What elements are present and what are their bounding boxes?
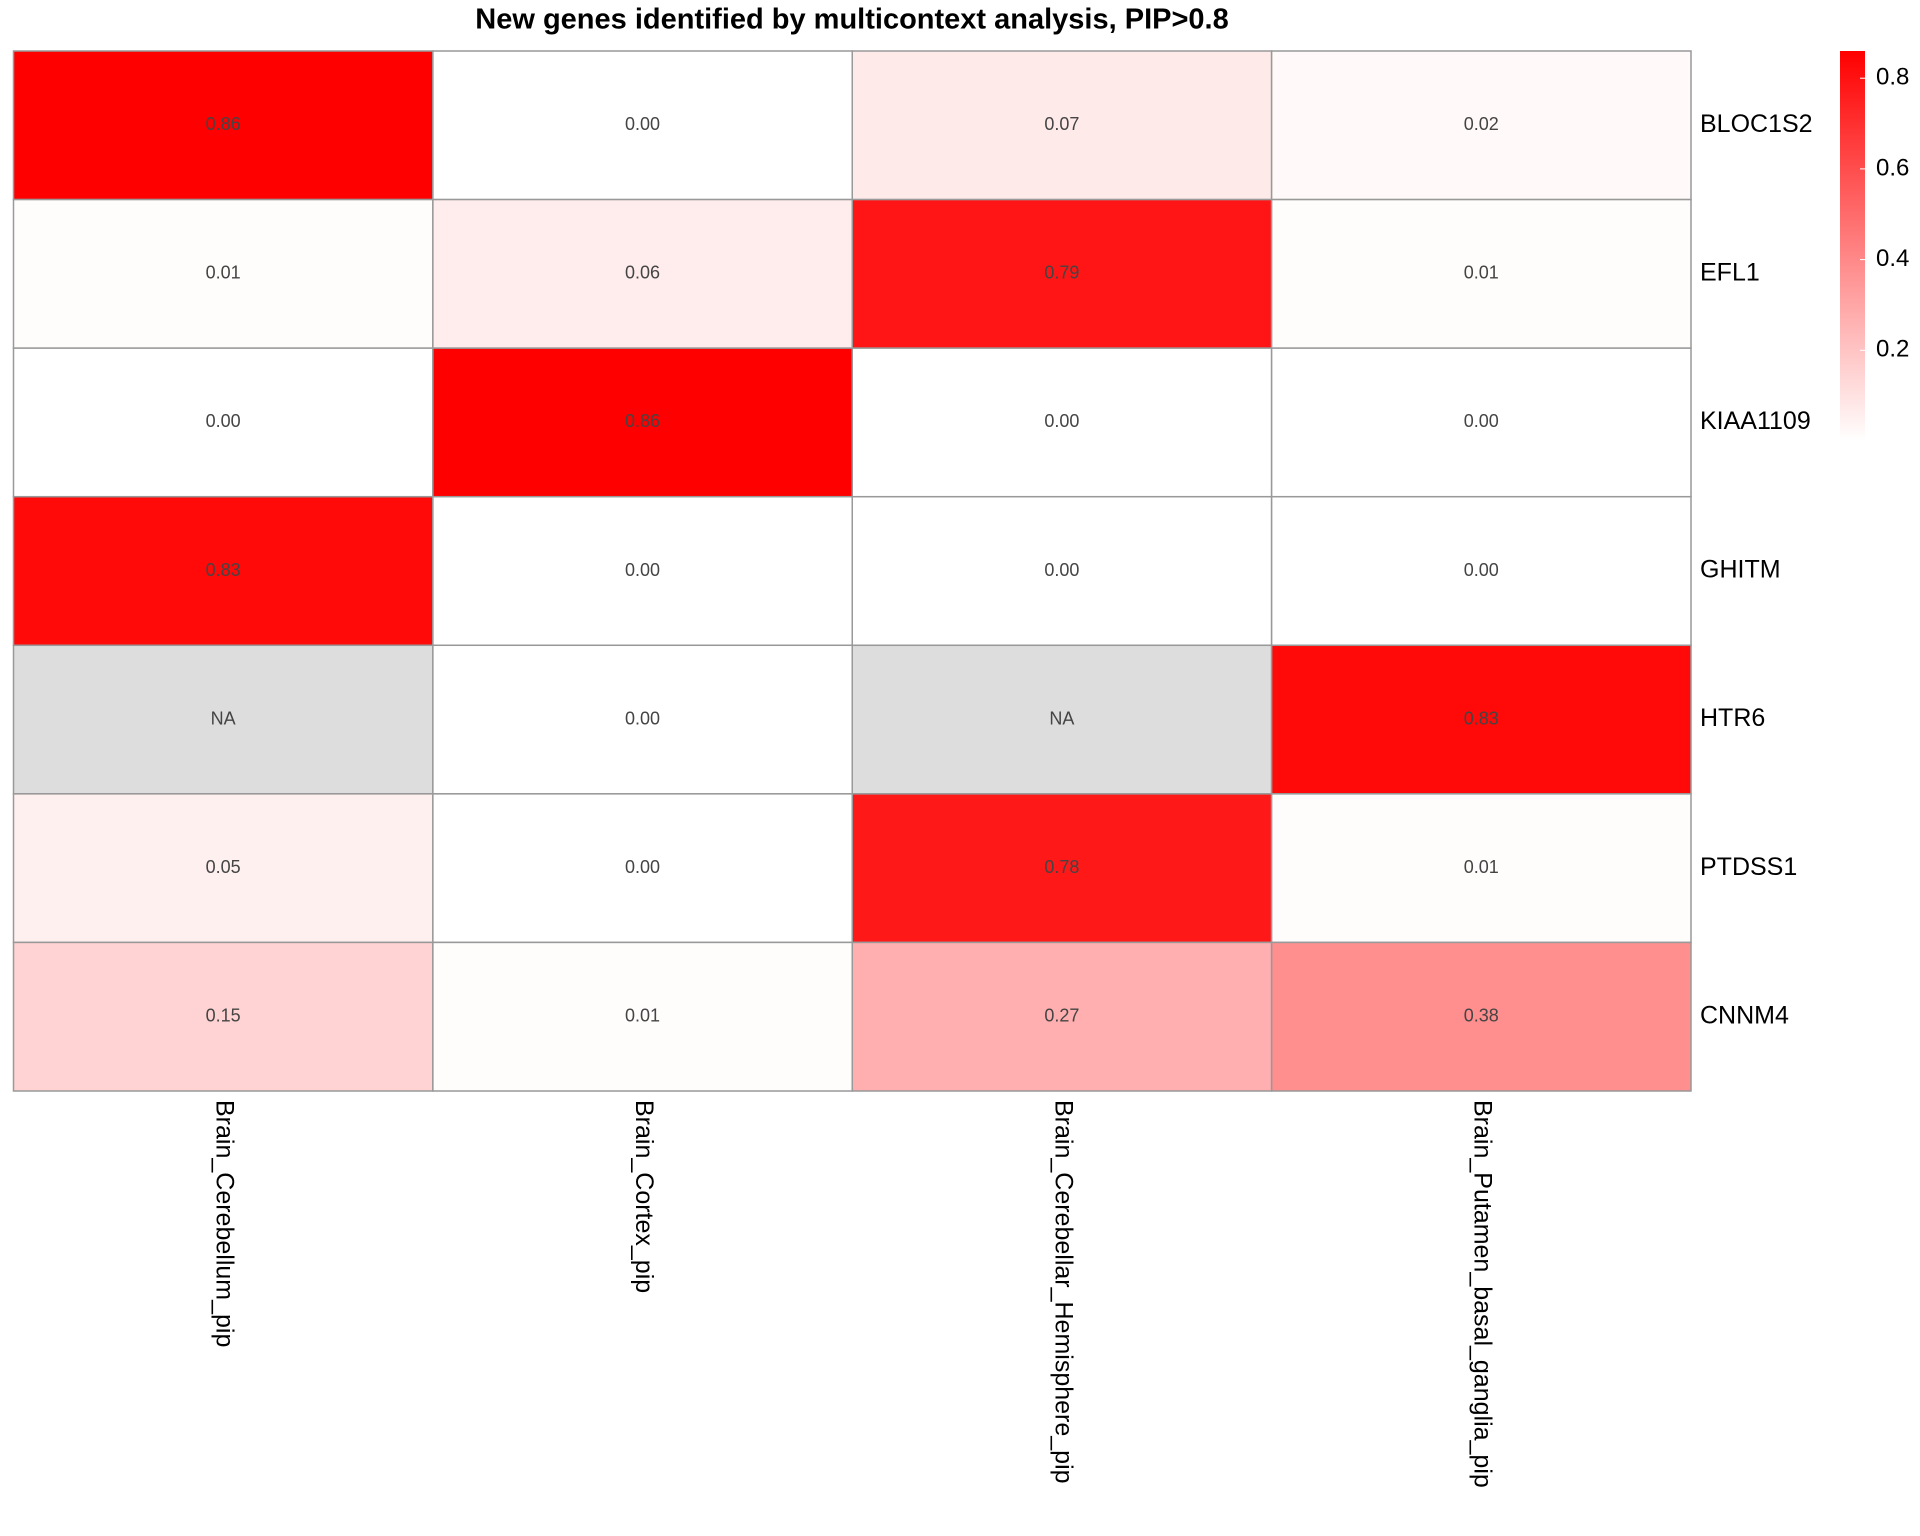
- heatmap-cell: [851, 793, 1273, 944]
- cell-label: 0.00: [625, 560, 660, 580]
- heatmap-cell: [432, 793, 853, 944]
- cell-label: 0.00: [1044, 560, 1079, 580]
- cell-label: 0.01: [206, 263, 241, 283]
- cell-label: 0.79: [1044, 263, 1079, 283]
- cell-label: 0.07: [1044, 114, 1079, 134]
- colorbar-tick-label: 0.8: [1876, 64, 1909, 91]
- column-label: Brain_Cerebellar_Hemisphere_pip: [1049, 1100, 1077, 1484]
- cell-label: 0.01: [625, 1005, 660, 1025]
- cell-label: 0.01: [1464, 263, 1499, 283]
- heatmap-cell: [851, 198, 1273, 349]
- heatmap-cell: [1270, 50, 1692, 201]
- row-label: KIAA1109: [1700, 407, 1811, 435]
- cell-label: 0.83: [206, 560, 241, 580]
- heatmap-cell: [1270, 941, 1692, 1092]
- heatmap-cell: [12, 793, 434, 944]
- cell-label: 0.00: [1464, 560, 1499, 580]
- heatmap-cell: [851, 495, 1273, 647]
- cell-label: 0.00: [1044, 411, 1079, 431]
- cell-label: 0.15: [206, 1005, 241, 1025]
- heatmap-cell: [1270, 347, 1692, 498]
- cell-label: 0.00: [625, 114, 660, 134]
- cell-label: 0.02: [1464, 114, 1499, 134]
- cell-label: 0.01: [1464, 857, 1499, 877]
- heatmap-cell: [12, 941, 434, 1092]
- heatmap-cell: [1270, 198, 1692, 349]
- cell-label: 0.00: [625, 708, 660, 728]
- heatmap-cell: [1270, 644, 1692, 795]
- heatmap-cell: [12, 495, 434, 647]
- column-label: Brain_Putamen_basal_ganglia_pip: [1469, 1100, 1497, 1488]
- colorbar-tick-label: 0.4: [1876, 245, 1909, 272]
- row-label: CNNM4: [1700, 1001, 1789, 1029]
- heatmap-cell: [851, 50, 1273, 201]
- colorbar: [1840, 51, 1865, 441]
- heatmap-cell: [432, 198, 853, 349]
- cell-label: 0.83: [1464, 708, 1499, 728]
- heatmap-cell: [432, 347, 853, 498]
- cell-label: 0.00: [625, 857, 660, 877]
- heatmap-cell: [1270, 793, 1692, 944]
- cell-label: NA: [1049, 708, 1074, 728]
- heatmap-cell: [432, 495, 853, 647]
- column-label: Brain_Cerebellum_pip: [211, 1100, 239, 1347]
- cell-label: 0.00: [1464, 411, 1499, 431]
- heatmap-cell: [12, 644, 434, 795]
- cell-label: 0.86: [206, 114, 241, 134]
- heatmap-cell: [432, 50, 853, 201]
- row-label: PTDSS1: [1700, 853, 1797, 881]
- column-label: Brain_Cortex_pip: [630, 1100, 658, 1293]
- cell-label: 0.38: [1464, 1005, 1499, 1025]
- chart-title: New genes identified by multicontext ana…: [475, 4, 1228, 36]
- cell-label: 0.86: [625, 411, 660, 431]
- cell-label: NA: [211, 708, 236, 728]
- heatmap-cell: [12, 50, 434, 201]
- row-label: GHITM: [1700, 556, 1781, 584]
- colorbar-tick-label: 0.6: [1876, 154, 1909, 181]
- cell-label: 0.27: [1044, 1005, 1079, 1025]
- cell-label: 0.78: [1044, 857, 1079, 877]
- heatmap-cell: [851, 941, 1273, 1092]
- cell-label: 0.05: [206, 857, 241, 877]
- row-label: HTR6: [1700, 704, 1765, 732]
- cell-label: 0.06: [625, 263, 660, 283]
- row-label: EFL1: [1700, 258, 1760, 286]
- row-label: BLOC1S2: [1700, 110, 1813, 138]
- heatmap-cell: [432, 644, 853, 795]
- heatmap-cell: [1270, 495, 1692, 647]
- colorbar-tick-label: 0.2: [1876, 336, 1909, 363]
- heatmap-cell: [12, 198, 434, 349]
- heatmap-cell: [851, 644, 1273, 795]
- cell-label: 0.00: [206, 411, 241, 431]
